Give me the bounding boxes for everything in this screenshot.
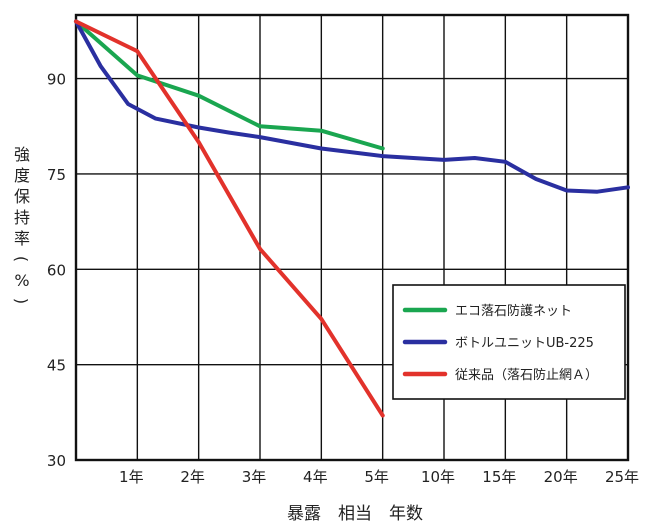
y-tick-label: 45 [47,357,66,375]
y-axis-label-char: 度 [14,166,30,185]
x-tick-label: 10年 [421,468,455,486]
y-axis-label-char: ( [12,256,31,262]
legend-label: エコ落石防護ネット [455,303,572,319]
y-axis-label-char: 持 [14,208,30,227]
y-axis-label-char: 保 [14,187,30,206]
series-line-3 [74,19,385,418]
y-axis-label-char: ) [12,298,31,304]
x-tick-label: 15年 [482,468,516,486]
legend-label: ボトルユニットUB-225 [455,336,594,351]
y-axis-label-char: 強 [14,145,30,164]
x-tick-label: 5年 [364,468,389,486]
x-tick-label: 2年 [180,468,205,486]
y-tick-label: 30 [47,452,66,470]
x-tick-label: 20年 [544,468,578,486]
chart-grid [74,13,630,462]
y-tick-label: 90 [47,71,66,89]
y-tick-label: 60 [47,261,66,279]
plot-frame [74,13,630,462]
legend-label: 従来品（落石防止網Ａ） [455,367,598,383]
y-axis-label-char: % [14,271,29,290]
series-lines [74,19,630,418]
x-tick-label: 1年 [119,468,144,486]
x-tick-label: 4年 [303,468,328,486]
series-line-1 [74,19,385,151]
x-tick-label: 25年 [605,468,639,486]
y-tick-label: 75 [47,166,66,184]
x-tick-labels: 1年 2年 3年 4年 5年 10年 15年 20年 25年 [119,468,639,486]
y-axis-label-char: 率 [14,229,30,248]
x-axis-label: 暴露 相当 年数 [287,504,423,524]
series-line-2 [74,19,630,194]
y-tick-labels: 90 75 60 45 30 [47,71,66,470]
x-tick-label: 3年 [242,468,267,486]
